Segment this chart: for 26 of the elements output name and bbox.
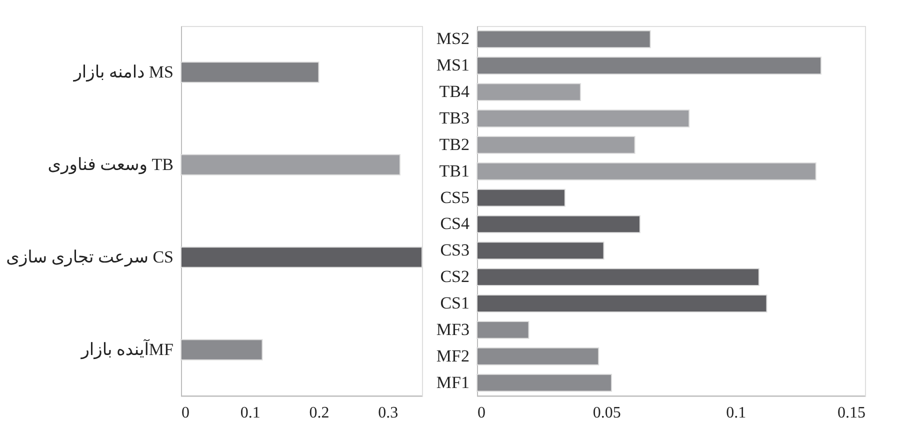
y-tick-label: آینده بازارMF [80,338,174,360]
y-tick-label: MF1 [436,372,470,392]
y-tick-label: MS1 [436,56,470,75]
y-tick-label: MF2 [436,346,470,366]
y-tick-label: CS2 [440,267,470,286]
y-tick-label: TB3 [439,108,470,128]
y-tick-label: دامنه بازار MS [72,62,174,82]
y-tick-label: CS5 [440,188,470,207]
x-tick-label: 0.1 [240,404,260,422]
x-tick-label: 0 [182,404,190,422]
x-tick-label: 0.3 [378,404,398,422]
x-tick-label: 0.1 [726,404,746,422]
y-tick-label: سرعت تجاری سازی CS [6,247,174,268]
y-tick-label: TB4 [439,82,470,102]
y-tick-label: CS4 [440,214,470,234]
x-tick-label: 0.05 [592,404,621,422]
x-tick-label: 0.15 [838,404,866,422]
x-tick-label: 0 [478,404,486,422]
y-tick-label: MS2 [436,29,470,48]
y-tick-label: TB2 [439,134,470,154]
y-tick-label: CS3 [440,240,470,260]
y-tick-label: وسعت فناوری TB [48,154,174,175]
y-tick-label: CS1 [440,294,470,312]
x-tick-label: 0.2 [309,404,330,422]
y-tick-label: MF3 [436,320,470,339]
y-tick-label: TB1 [439,161,470,180]
